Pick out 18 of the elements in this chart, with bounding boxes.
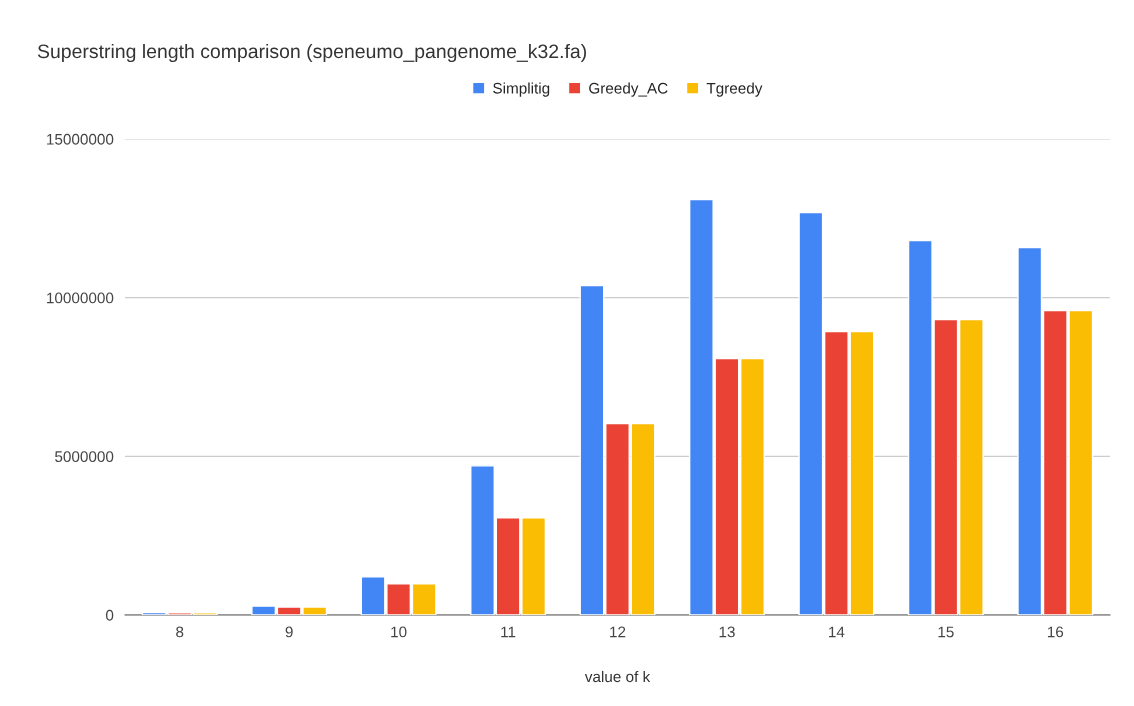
x-tick-label: 10 (391, 626, 407, 638)
x-tick-label: 15 (938, 626, 954, 638)
legend-label: Tgreedy (706, 82, 763, 97)
legend-label: Simplitig (493, 82, 550, 97)
y-tick-label: 10000000 (47, 292, 114, 304)
x-tick-label: 9 (285, 626, 293, 638)
y-tick-label: 5000000 (55, 451, 114, 463)
x-tick-label: 13 (719, 626, 735, 638)
legend-label: Greedy_AC (589, 82, 668, 97)
x-tick-label: 11 (501, 626, 516, 638)
y-tick-label: 15000000 (47, 133, 114, 145)
x-tick-label: 12 (610, 626, 626, 638)
x-tick-label: 16 (1047, 626, 1064, 638)
x-axis-title: value of k (584, 670, 651, 683)
chart-title: Superstring length comparison (speneumo_pangenome_k32.fa) (37, 43, 586, 63)
y-tick-label: 0 (105, 609, 114, 621)
x-tick-label: 14 (829, 626, 845, 638)
x-tick-label: 8 (176, 626, 184, 638)
